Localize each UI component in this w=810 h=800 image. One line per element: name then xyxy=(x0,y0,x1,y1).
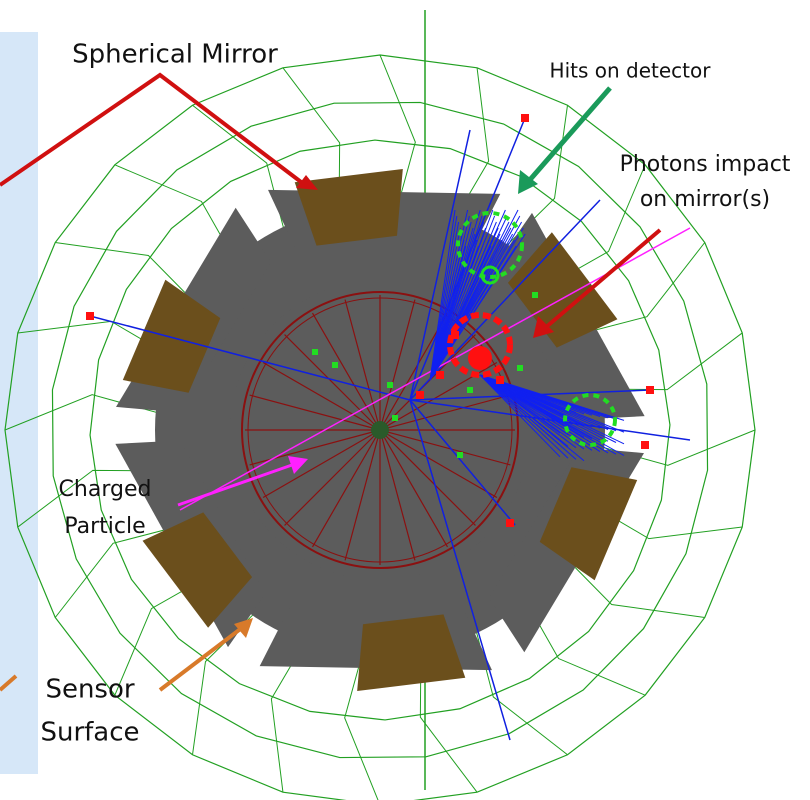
hit xyxy=(86,312,94,320)
label: Sensor xyxy=(45,675,134,705)
label: on mirror(s) xyxy=(640,187,770,212)
label: Charged xyxy=(59,477,152,502)
hit xyxy=(436,371,444,379)
hit xyxy=(517,365,523,371)
event-display: Spherical Mirror Hits on detector Photon… xyxy=(0,0,810,800)
label: Spherical Mirror xyxy=(72,40,278,70)
label: Photons impact xyxy=(620,152,791,177)
hit xyxy=(392,415,398,421)
label: Hits on detector xyxy=(550,59,712,83)
hit xyxy=(646,386,654,394)
beam-pipe xyxy=(371,421,389,439)
mirror-hit xyxy=(468,346,492,370)
sensor-arrow xyxy=(160,627,243,690)
hit xyxy=(641,441,649,449)
hit xyxy=(467,387,473,393)
hit xyxy=(521,114,529,122)
page: Spherical Mirror Hits on detector Photon… xyxy=(0,0,810,800)
hit xyxy=(496,376,504,384)
hit xyxy=(416,391,424,399)
hit xyxy=(312,349,318,355)
hit xyxy=(457,452,463,458)
hit xyxy=(387,382,393,388)
hit xyxy=(532,292,538,298)
label: Particle xyxy=(64,514,145,539)
side-panel xyxy=(0,32,38,774)
hits-arrow xyxy=(528,88,610,182)
hit xyxy=(451,331,459,339)
label: Surface xyxy=(40,718,139,748)
hit xyxy=(506,519,514,527)
hit xyxy=(332,362,338,368)
